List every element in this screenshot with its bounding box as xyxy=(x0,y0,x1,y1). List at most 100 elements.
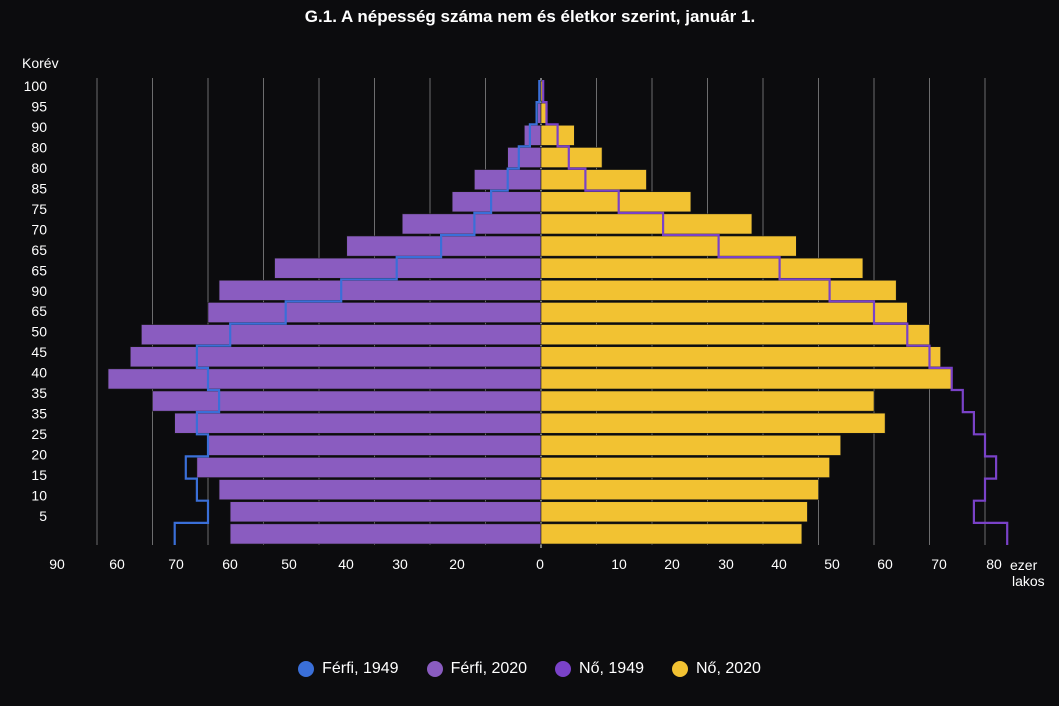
legend-label: Nő, 1949 xyxy=(579,660,644,677)
legend-swatch-male-2020 xyxy=(426,661,443,677)
x-tick-label: 40 xyxy=(338,556,354,572)
series-line xyxy=(542,80,1009,545)
y-tick-labels: 100 95 90 80 80 85 75 70 65 65 90 65 50 45 40 35 35 25 20 1… xyxy=(24,78,48,524)
legend-swatch-female-2020 xyxy=(671,661,688,677)
bar xyxy=(401,213,542,235)
x-tick-label: 30 xyxy=(718,556,734,572)
x-tick-label: 50 xyxy=(824,556,840,572)
series-line xyxy=(173,80,541,545)
bar xyxy=(229,501,542,523)
legend-item-female-2020[interactable]: Nő, 2020 xyxy=(671,660,761,678)
legend-item-male-1949[interactable]: Férfi, 1949 xyxy=(298,660,399,678)
bar xyxy=(141,324,542,346)
y-tick-label: 25 xyxy=(31,426,47,442)
bar xyxy=(540,191,692,213)
y-tick-label: 50 xyxy=(31,324,47,340)
y-tick-label: 100 xyxy=(24,78,48,94)
x-tick-label: 80 xyxy=(986,556,1002,572)
x-tick-label: 20 xyxy=(664,556,680,572)
y-tick-label: 95 xyxy=(31,98,47,114)
bar xyxy=(540,434,842,456)
x-tick-label: 40 xyxy=(771,556,787,572)
bar xyxy=(540,501,808,523)
bar xyxy=(540,235,797,257)
legend: Férfi, 1949 Férfi, 2020 Nő, 1949 Nő, 202… xyxy=(0,660,1059,678)
bar xyxy=(540,346,941,368)
y-tick-label: 35 xyxy=(31,385,47,401)
x-tick-label: 20 xyxy=(449,556,465,572)
bar xyxy=(540,457,830,478)
legend-label: Férfi, 1949 xyxy=(322,660,399,677)
bar xyxy=(218,279,542,301)
x-tick-label: 10 xyxy=(611,556,627,572)
y-tick-label: 90 xyxy=(31,119,47,135)
bar xyxy=(524,124,542,146)
y-tick-label: 75 xyxy=(31,201,47,217)
legend-label: Nő, 2020 xyxy=(695,660,761,677)
bar xyxy=(451,191,542,213)
y-tick-label: 40 xyxy=(31,365,47,381)
bar xyxy=(540,324,930,346)
bar xyxy=(107,368,542,390)
x-tick-label: 50 xyxy=(281,556,297,572)
x-tick-label: 70 xyxy=(168,556,184,572)
bar xyxy=(540,390,875,412)
x-unit-label-line1: ezer xyxy=(1010,557,1038,573)
y-tick-label: 65 xyxy=(31,303,47,319)
bar xyxy=(207,302,542,323)
x-tick-label: 60 xyxy=(877,556,893,572)
chart-title: G.1. A népesség száma nem és életkor sze… xyxy=(305,7,755,26)
bar xyxy=(218,479,542,501)
x-tick-labels: 90 60 70 60 50 40 30 20 0 10 20 30 40 50 60 70 80 xyxy=(49,556,1002,572)
x-tick-label: 60 xyxy=(222,556,238,572)
x-tick-label: 70 xyxy=(931,556,947,572)
y-tick-label: 65 xyxy=(31,262,47,278)
bar xyxy=(207,434,542,456)
bar xyxy=(540,169,647,191)
y-tick-label: 90 xyxy=(31,283,47,299)
bar xyxy=(540,412,886,434)
bar xyxy=(540,257,864,279)
y-tick-label: 80 xyxy=(31,160,47,176)
y-tick-label: 5 xyxy=(39,508,47,524)
bar xyxy=(540,147,603,168)
legend-label: Férfi, 2020 xyxy=(450,660,528,677)
y-tick-label: 70 xyxy=(31,221,47,237)
y-tick-label: 15 xyxy=(31,467,47,483)
x-unit-label-line2: lakos xyxy=(1012,573,1045,589)
y-tick-label: 20 xyxy=(31,447,47,463)
bar xyxy=(540,302,908,323)
legend-item-female-1949[interactable]: Nő, 1949 xyxy=(555,660,644,678)
y-tick-label: 65 xyxy=(31,242,47,258)
bar xyxy=(274,257,542,279)
bar xyxy=(196,457,542,478)
bar xyxy=(152,390,542,412)
step-lines xyxy=(173,80,1009,545)
y-tick-label: 45 xyxy=(31,344,47,360)
x-tick-label: 60 xyxy=(109,556,125,572)
y-tick-label: 35 xyxy=(31,406,47,422)
legend-swatch-female-1949 xyxy=(555,661,572,677)
bar xyxy=(229,523,542,545)
x-tick-label: 90 xyxy=(49,556,65,572)
legend-swatch-male-1949 xyxy=(298,661,315,677)
y-tick-label: 85 xyxy=(31,180,47,196)
bar xyxy=(540,279,897,301)
bars xyxy=(107,80,953,545)
bar xyxy=(174,412,542,434)
bar xyxy=(540,213,753,235)
x-tick-label: 30 xyxy=(392,556,408,572)
bar xyxy=(540,523,803,545)
y-tick-label: 10 xyxy=(31,488,47,504)
bar xyxy=(346,235,542,257)
bar xyxy=(537,102,542,124)
x-tick-label: 0 xyxy=(536,556,544,572)
y-axis-label: Korév xyxy=(22,55,59,71)
bar xyxy=(540,479,819,501)
bar xyxy=(507,147,542,168)
y-tick-label: 80 xyxy=(31,139,47,155)
bar xyxy=(540,368,953,390)
legend-item-male-2020[interactable]: Férfi, 2020 xyxy=(426,660,528,678)
